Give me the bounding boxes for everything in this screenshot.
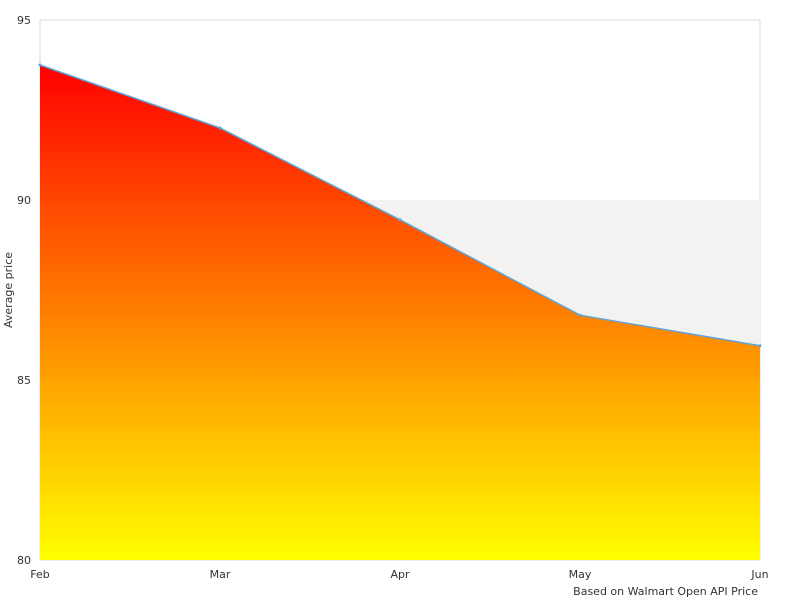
x-tick-label: Jun <box>750 568 768 581</box>
y-tick-label: 85 <box>17 374 31 387</box>
data-point-may[interactable] <box>578 313 582 317</box>
x-tick-label: Feb <box>30 568 49 581</box>
data-point-mar[interactable] <box>218 126 222 130</box>
y-axis-title: Average price <box>2 252 15 328</box>
area-series <box>38 63 762 560</box>
x-tick-label: Mar <box>210 568 231 581</box>
y-tick-label: 80 <box>17 554 31 567</box>
x-axis-ticks: Feb Mar Apr May Jun <box>30 568 768 581</box>
x-tick-label: Apr <box>390 568 410 581</box>
credit-text: Based on Walmart Open API Price <box>573 585 758 598</box>
data-point-apr[interactable] <box>398 218 402 222</box>
x-tick-label: May <box>569 568 592 581</box>
data-point-feb[interactable] <box>38 63 42 67</box>
y-tick-label: 90 <box>17 194 31 207</box>
data-point-jun[interactable] <box>758 344 762 348</box>
y-axis-ticks: 80 85 90 95 <box>17 14 31 567</box>
y-tick-label: 95 <box>17 14 31 27</box>
area-fill <box>40 65 760 560</box>
